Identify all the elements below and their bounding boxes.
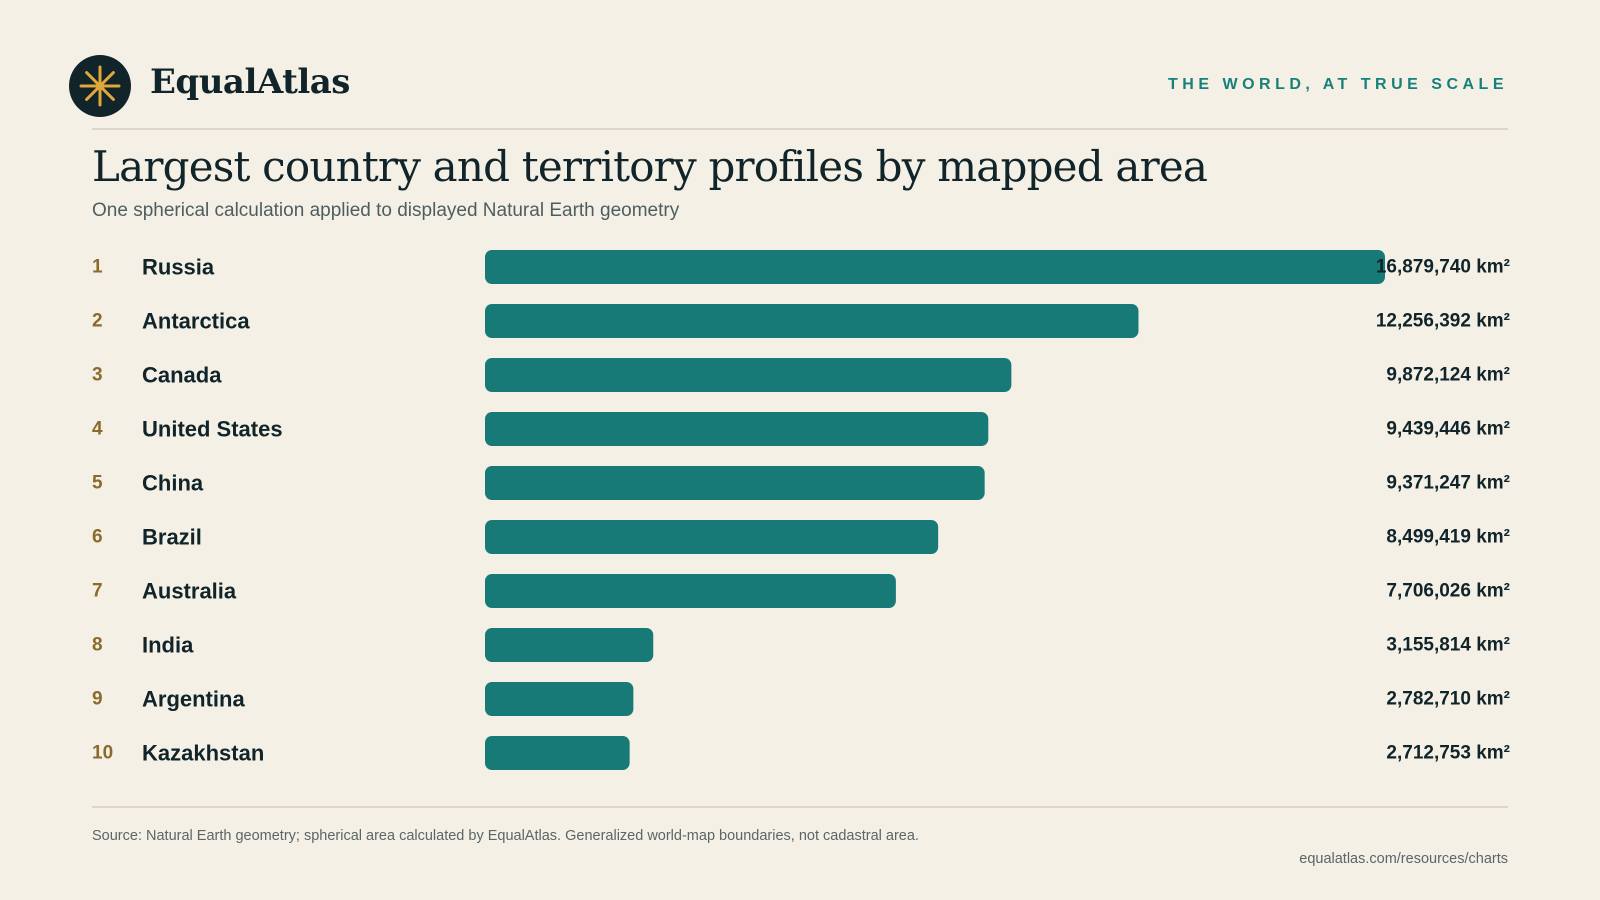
rank-label: 6 [92,527,103,548]
brand-tagline: THE WORLD, AT TRUE SCALE [1168,76,1508,93]
category-label: Antarctica [142,309,250,334]
bar [485,736,630,770]
bar [485,574,896,608]
chart-title: Largest country and territory profiles b… [92,142,1208,191]
rank-label: 10 [92,743,113,764]
value-label: 3,155,814 km² [1386,635,1510,656]
category-label: Australia [142,579,237,604]
source-url: equalatlas.com/resources/charts [1299,851,1508,867]
category-label: India [142,633,194,658]
rank-label: 5 [92,473,103,494]
value-label: 9,371,247 km² [1386,473,1510,494]
value-label: 2,712,753 km² [1386,743,1510,764]
value-label: 8,499,419 km² [1386,527,1510,548]
value-label: 9,872,124 km² [1386,365,1510,386]
bar [485,358,1012,392]
bar [485,250,1385,284]
category-label: Canada [142,363,222,388]
rank-label: 9 [92,689,103,710]
category-label: China [142,471,204,496]
chart-subtitle: One spherical calculation applied to dis… [92,200,680,221]
rank-label: 1 [92,257,103,278]
brand-name: EqualAtlas [150,62,350,102]
rank-label: 7 [92,581,103,602]
bar [485,682,634,716]
sun-star-icon [69,55,131,117]
rank-label: 4 [92,419,103,440]
category-label: Kazakhstan [142,741,264,766]
header-divider [92,128,1508,130]
rank-label: 3 [92,365,103,386]
bar [485,628,654,662]
category-label: Russia [142,255,215,280]
value-label: 16,879,740 km² [1376,257,1510,278]
rank-label: 8 [92,635,103,656]
category-label: Brazil [142,525,202,550]
rank-label: 2 [92,311,103,332]
bar [485,412,989,446]
value-label: 9,439,446 km² [1386,419,1510,440]
bar [485,466,985,500]
category-label: United States [142,417,283,442]
value-label: 12,256,392 km² [1376,311,1510,332]
source-note: Source: Natural Earth geometry; spherica… [92,828,919,844]
value-label: 2,782,710 km² [1386,689,1510,710]
value-label: 7,706,026 km² [1386,581,1510,602]
bar [485,520,939,554]
category-label: Argentina [142,687,245,712]
bar [485,304,1139,338]
footer-divider [92,806,1508,808]
